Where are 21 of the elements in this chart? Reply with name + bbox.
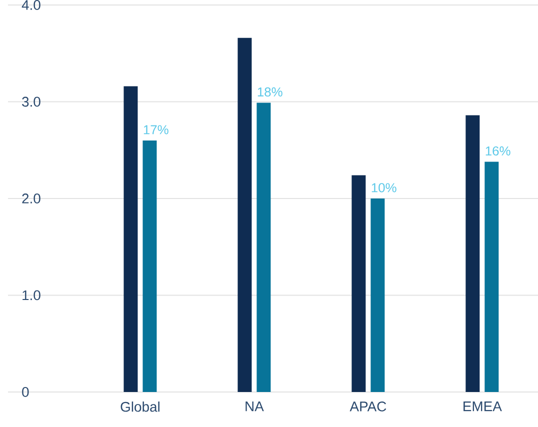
x-tick-label: APAC <box>350 402 386 412</box>
bar <box>370 198 385 392</box>
x-tick-label: Global <box>120 402 160 412</box>
annotation: 16% <box>486 146 510 156</box>
bar <box>352 175 366 392</box>
annotation: 17% <box>144 125 168 134</box>
bar <box>124 86 138 392</box>
y-tick-label: 1.0 <box>22 290 40 300</box>
annotation: 10% <box>372 183 396 192</box>
y-tick-label: 0 <box>22 387 29 397</box>
annotation: 18% <box>258 87 282 97</box>
bar <box>466 115 480 392</box>
x-tick-label: EMEA <box>464 402 502 412</box>
bar <box>256 102 271 392</box>
bar <box>142 140 157 392</box>
y-tick-label: 4.0 <box>22 0 40 10</box>
bar <box>238 38 252 392</box>
bar <box>484 162 499 392</box>
y-tick-label: 2.0 <box>22 194 40 204</box>
x-tick-label: NA <box>246 402 264 412</box>
y-tick-label: 3.0 <box>22 96 40 107</box>
